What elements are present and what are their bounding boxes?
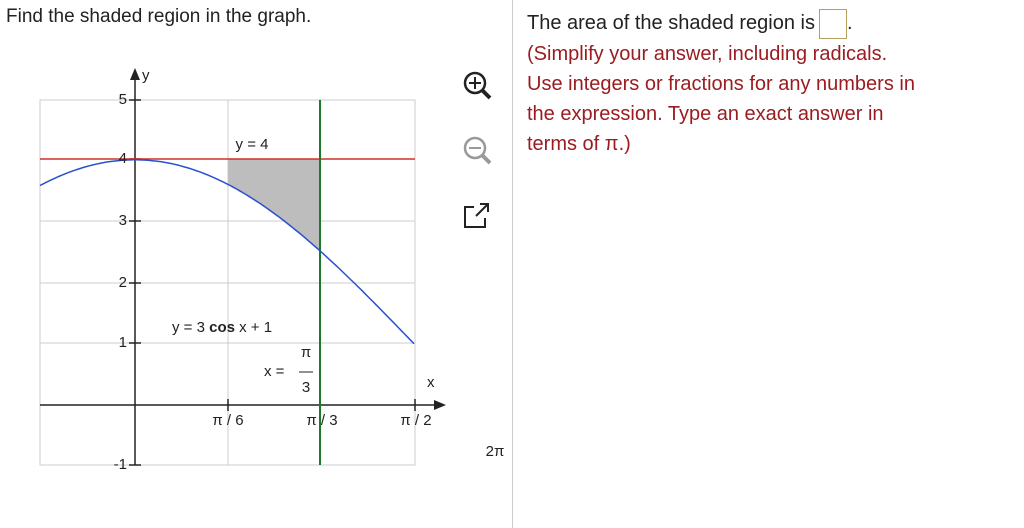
y-axis-label: y bbox=[142, 67, 150, 84]
vertical-label-prefix: x = bbox=[264, 363, 285, 380]
shaded-region bbox=[228, 159, 321, 252]
answer-box[interactable] bbox=[818, 8, 847, 39]
question: Find the shaded region in the graph. bbox=[6, 6, 312, 27]
instruction-line: the expression. Type an exact answer in bbox=[527, 102, 884, 125]
vertical-label-den: 3 bbox=[302, 379, 310, 396]
instruction-line: terms of π.) bbox=[527, 132, 631, 155]
vertical-label-num: π bbox=[301, 344, 311, 361]
x-axis-label: x bbox=[427, 374, 435, 391]
x-arrow bbox=[434, 400, 446, 410]
y-tick-label: 1 bbox=[119, 334, 127, 351]
zoom-out[interactable] bbox=[463, 136, 492, 165]
answer-panel: The area of the shaded region is. (Simpl… bbox=[527, 8, 915, 159]
divider bbox=[512, 0, 513, 528]
extra-label: 2π bbox=[486, 443, 505, 460]
zoom-in[interactable] bbox=[463, 71, 492, 100]
line-label: y = 4 bbox=[236, 136, 269, 153]
y-tick-label: 3 bbox=[119, 212, 127, 229]
axes bbox=[40, 72, 442, 466]
period: . bbox=[846, 12, 853, 34]
x-tick-label: π / 2 bbox=[400, 412, 431, 429]
open-external[interactable] bbox=[464, 203, 489, 228]
cos-curve bbox=[39, 159, 415, 345]
curve-prefix: y = 3 bbox=[172, 319, 205, 336]
instruction-line: (Simplify your answer, including radical… bbox=[527, 42, 888, 65]
x-tick-label: π / 3 bbox=[306, 412, 337, 429]
graph: y x 5 4 3 2 1 -1 π / 6 π / 3 π / 2 y = 4… bbox=[39, 67, 505, 473]
y-tick-label: 2 bbox=[119, 274, 127, 291]
y-tick-label: 4 bbox=[119, 150, 127, 167]
instruction-line: Use integers or fractions for any number… bbox=[527, 72, 915, 95]
y-tick-label: 5 bbox=[119, 91, 127, 108]
x-tick-label: π / 6 bbox=[212, 412, 243, 429]
curve-suffix: x + 1 bbox=[239, 319, 272, 336]
y-tick-label: -1 bbox=[114, 456, 127, 473]
curve-label: y = 3 cos x + 1 bbox=[172, 319, 272, 336]
y-arrow bbox=[130, 68, 140, 80]
curve-func: cos bbox=[209, 319, 235, 336]
prompt-text: The area of the shaded region is bbox=[527, 12, 815, 34]
answer-prompt: The area of the shaded region is. bbox=[527, 8, 915, 39]
